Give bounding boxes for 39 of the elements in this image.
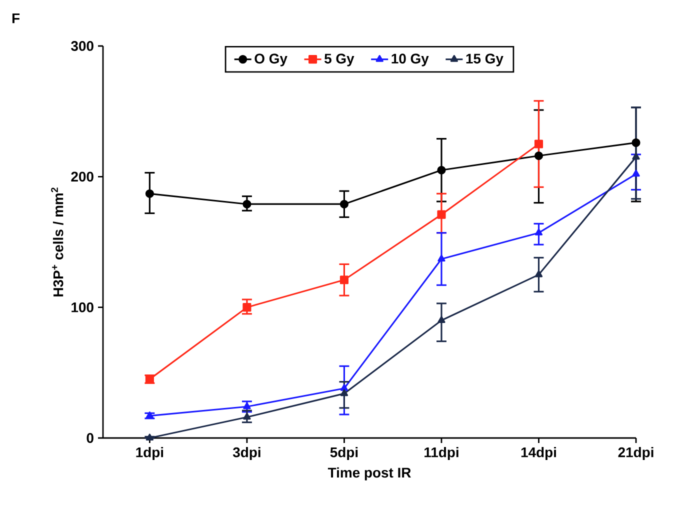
point (438, 316, 446, 323)
point (243, 412, 251, 420)
point (340, 389, 348, 396)
y-tick-label: 100 (72, 302, 94, 312)
point (632, 170, 640, 177)
x-tick-label: 14dpi (521, 447, 556, 460)
x-tick-label: 1dpi (136, 447, 164, 460)
point (437, 166, 446, 174)
y-tick-label: 300 (71, 41, 94, 51)
point (243, 402, 251, 410)
text: F (12, 14, 20, 24)
y-axis-title: H3P$^{+}$ cells / mm$^{2}$ (51, 188, 64, 296)
point (534, 151, 544, 160)
point (534, 228, 543, 236)
x-tick-label: 11dpi (424, 447, 458, 460)
point (340, 384, 348, 391)
point (632, 138, 640, 147)
point (145, 189, 154, 198)
point (534, 140, 544, 148)
x-axis-title: Time post IR (328, 467, 411, 480)
point (242, 303, 252, 312)
legend-label: 5 Gy (324, 54, 354, 66)
x-tick-label: 3dpi (232, 447, 260, 460)
point (632, 152, 640, 160)
point (438, 254, 446, 262)
legend-label: 15 Gy (466, 54, 504, 66)
point (340, 200, 348, 208)
point (146, 434, 154, 441)
y-tick-label: 200 (71, 172, 94, 182)
point (146, 412, 154, 418)
x-tick-label: 5dpi (330, 447, 358, 460)
point (534, 270, 543, 278)
point (340, 276, 348, 284)
point (437, 210, 446, 219)
legend-label: O Gy (254, 54, 288, 66)
y-tick-label: 0 (86, 433, 94, 443)
x-tick-label: 21dpi (618, 447, 654, 460)
legend-label: 10 Gy (392, 54, 429, 66)
point (242, 200, 252, 208)
